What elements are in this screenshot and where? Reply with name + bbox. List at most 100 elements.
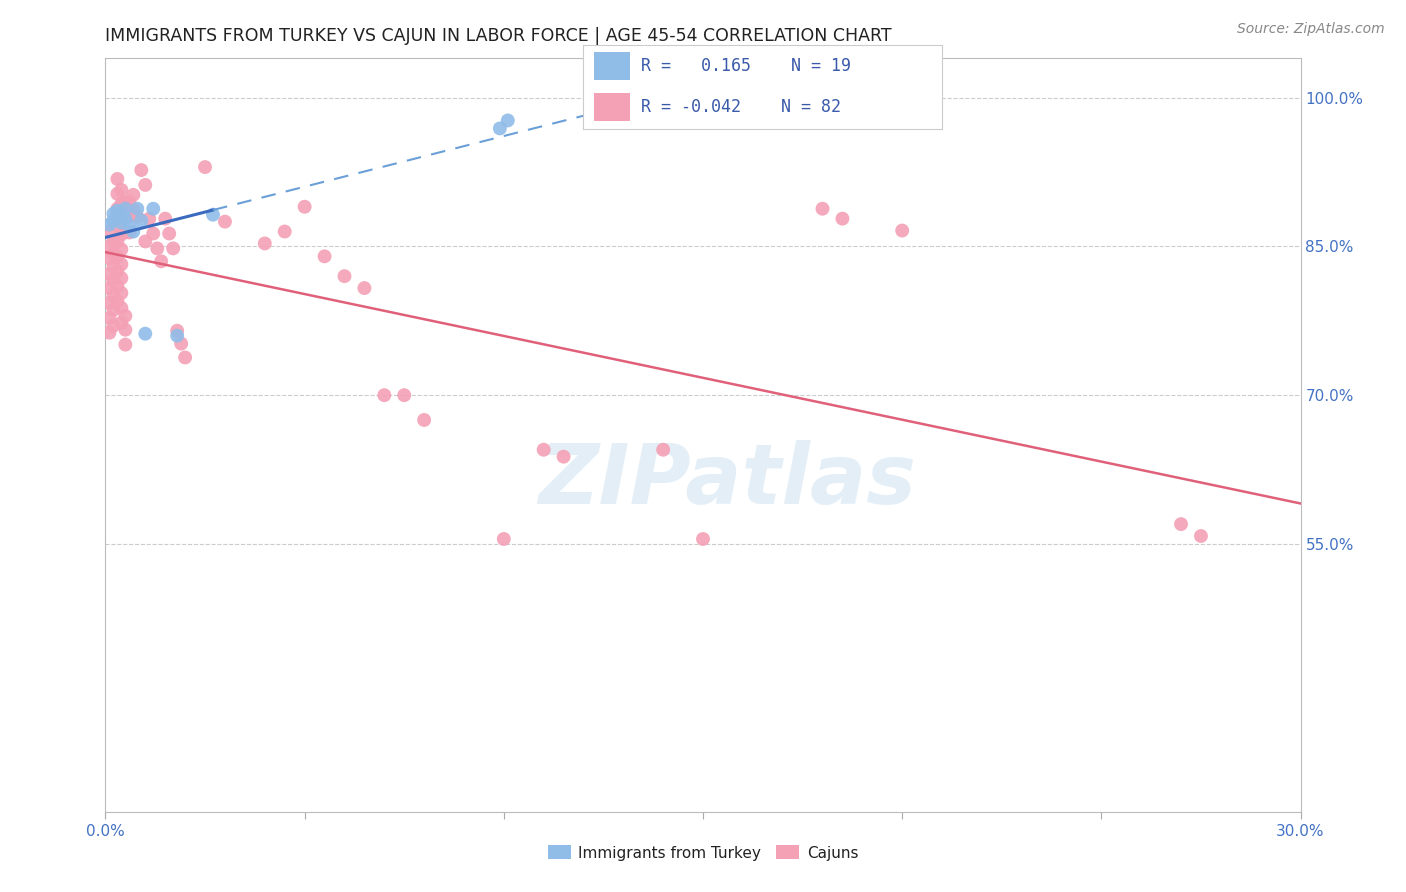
Point [118,210,141,224]
Point [492,532,515,546]
Point [110,196,132,211]
Point [392,388,416,402]
Point [110,243,132,257]
Point [150,254,173,268]
Point [107,203,129,218]
Point [103,259,125,273]
Point [98,296,121,310]
Text: R =   0.165    N = 19: R = 0.165 N = 19 [641,57,851,75]
Point [103,213,125,227]
Point [98,225,121,239]
Point [114,202,136,216]
Bar [595,93,630,120]
Point [496,113,519,128]
Point [110,257,132,271]
Point [107,249,129,263]
Point [1189,529,1212,543]
Point [122,225,145,239]
Point [174,351,197,365]
Point [413,413,436,427]
Point [118,219,141,233]
Point [194,160,217,174]
Point [103,273,125,287]
Point [114,225,136,239]
Point [533,442,555,457]
Text: R = -0.042    N = 82: R = -0.042 N = 82 [641,98,841,116]
Point [202,208,225,222]
Point [353,281,375,295]
Point [118,226,141,240]
Point [114,309,136,323]
Point [103,246,125,260]
Point [114,210,136,224]
Point [1170,517,1192,532]
Point [333,269,356,284]
Point [122,187,145,202]
Point [142,227,165,241]
Point [692,532,714,546]
Point [110,211,132,226]
Point [652,442,675,457]
Point [811,202,834,216]
Point [127,210,149,224]
Point [489,121,512,136]
Point [373,388,395,402]
Point [107,211,129,225]
Point [831,211,853,226]
Point [214,214,236,228]
Point [98,310,121,325]
Point [162,241,184,255]
Point [107,279,129,293]
Point [103,207,125,221]
Point [98,267,121,281]
Point [129,163,153,178]
Point [107,186,129,201]
Point [98,326,121,340]
Point [138,211,160,226]
Point [110,271,132,285]
Point [107,264,129,278]
Point [114,211,136,226]
Point [98,239,121,253]
Point [110,316,132,330]
Point [114,337,136,351]
Point [107,235,129,249]
Point [110,183,132,197]
Point [170,336,193,351]
Text: Source: ZipAtlas.com: Source: ZipAtlas.com [1237,22,1385,37]
Point [166,328,188,343]
Point [110,216,132,230]
Point [110,301,132,315]
Point [107,293,129,308]
Point [146,241,169,255]
Point [114,323,136,337]
Point [103,234,125,248]
Point [314,249,336,263]
Point [157,227,180,241]
Point [107,172,129,186]
Point [273,225,295,239]
Point [891,223,914,237]
Bar [595,53,630,80]
Point [127,202,149,216]
Point [134,326,156,341]
Point [103,302,125,317]
Legend: Immigrants from Turkey, Cajuns: Immigrants from Turkey, Cajuns [540,838,866,868]
Point [114,194,136,209]
Point [107,202,129,216]
Point [253,236,276,251]
Point [142,202,165,216]
Text: ZIPatlas: ZIPatlas [538,440,915,521]
Point [166,324,188,338]
Point [122,202,145,217]
Point [134,235,156,249]
Text: IMMIGRANTS FROM TURKEY VS CAJUN IN LABOR FORCE | AGE 45-54 CORRELATION CHART: IMMIGRANTS FROM TURKEY VS CAJUN IN LABOR… [105,28,891,45]
Point [153,211,177,226]
Point [103,318,125,333]
Point [134,178,156,192]
Point [98,252,121,266]
Point [103,289,125,303]
Point [553,450,575,464]
Point [98,281,121,295]
Point [110,227,132,242]
